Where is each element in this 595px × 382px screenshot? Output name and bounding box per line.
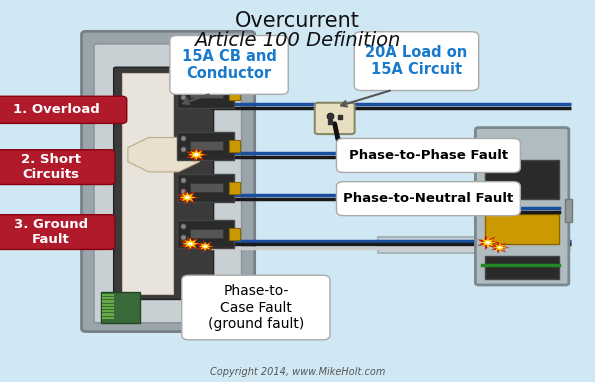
- FancyBboxPatch shape: [315, 103, 355, 134]
- Polygon shape: [188, 149, 205, 160]
- FancyBboxPatch shape: [102, 304, 114, 306]
- Polygon shape: [182, 238, 199, 249]
- Text: Phase-to-
Case Fault
(ground fault): Phase-to- Case Fault (ground fault): [208, 284, 304, 331]
- Text: Phase-to-Phase Fault: Phase-to-Phase Fault: [349, 149, 508, 162]
- FancyBboxPatch shape: [102, 313, 114, 316]
- FancyBboxPatch shape: [229, 182, 240, 194]
- FancyBboxPatch shape: [102, 294, 114, 296]
- Polygon shape: [180, 236, 202, 251]
- FancyBboxPatch shape: [0, 150, 115, 185]
- FancyBboxPatch shape: [102, 307, 114, 309]
- Polygon shape: [484, 240, 492, 245]
- FancyBboxPatch shape: [0, 215, 115, 249]
- FancyBboxPatch shape: [229, 88, 240, 100]
- Polygon shape: [186, 241, 195, 246]
- FancyBboxPatch shape: [190, 229, 223, 238]
- FancyBboxPatch shape: [190, 90, 223, 98]
- Text: Overcurrent: Overcurrent: [235, 11, 360, 31]
- Text: Article 100 Definition: Article 100 Definition: [195, 31, 400, 50]
- FancyBboxPatch shape: [0, 96, 127, 123]
- FancyBboxPatch shape: [114, 67, 214, 299]
- FancyBboxPatch shape: [354, 32, 478, 91]
- FancyBboxPatch shape: [82, 31, 255, 332]
- FancyBboxPatch shape: [565, 199, 572, 222]
- FancyBboxPatch shape: [102, 297, 114, 299]
- FancyBboxPatch shape: [170, 36, 288, 94]
- FancyBboxPatch shape: [337, 182, 520, 215]
- Polygon shape: [202, 244, 208, 248]
- Polygon shape: [497, 246, 503, 249]
- FancyBboxPatch shape: [229, 228, 240, 240]
- Text: Phase-to-Neutral Fault: Phase-to-Neutral Fault: [343, 192, 513, 205]
- Text: Copyright 2014, www.MikeHolt.com: Copyright 2014, www.MikeHolt.com: [210, 367, 385, 377]
- FancyBboxPatch shape: [378, 237, 479, 253]
- FancyBboxPatch shape: [177, 132, 234, 160]
- FancyBboxPatch shape: [337, 139, 520, 173]
- FancyBboxPatch shape: [475, 128, 569, 285]
- Polygon shape: [480, 237, 496, 248]
- Polygon shape: [493, 243, 507, 252]
- Polygon shape: [128, 138, 199, 172]
- FancyBboxPatch shape: [94, 44, 242, 323]
- Polygon shape: [192, 152, 201, 157]
- Polygon shape: [491, 241, 509, 254]
- FancyBboxPatch shape: [102, 310, 114, 312]
- Polygon shape: [196, 240, 215, 253]
- FancyBboxPatch shape: [122, 73, 173, 294]
- FancyBboxPatch shape: [485, 214, 559, 244]
- FancyBboxPatch shape: [229, 140, 240, 152]
- FancyBboxPatch shape: [102, 317, 114, 319]
- FancyBboxPatch shape: [177, 174, 234, 202]
- Text: 1. Overload: 1. Overload: [12, 103, 99, 117]
- FancyBboxPatch shape: [182, 275, 330, 340]
- Polygon shape: [186, 147, 208, 162]
- Polygon shape: [177, 190, 199, 205]
- FancyBboxPatch shape: [177, 220, 234, 248]
- FancyBboxPatch shape: [102, 300, 114, 303]
- Polygon shape: [183, 195, 192, 200]
- FancyBboxPatch shape: [485, 256, 559, 279]
- Text: 20A Load on
15A Circuit: 20A Load on 15A Circuit: [365, 45, 468, 77]
- FancyBboxPatch shape: [101, 292, 140, 323]
- Polygon shape: [179, 192, 196, 203]
- FancyBboxPatch shape: [190, 183, 223, 192]
- Text: 3. Ground
Fault: 3. Ground Fault: [14, 218, 87, 246]
- Polygon shape: [198, 242, 212, 251]
- Polygon shape: [477, 235, 500, 250]
- Text: 15A CB and
Conductor: 15A CB and Conductor: [181, 49, 277, 81]
- FancyBboxPatch shape: [190, 141, 223, 150]
- Text: 2. Short
Circuits: 2. Short Circuits: [21, 153, 81, 181]
- FancyBboxPatch shape: [177, 81, 234, 108]
- FancyBboxPatch shape: [485, 160, 559, 199]
